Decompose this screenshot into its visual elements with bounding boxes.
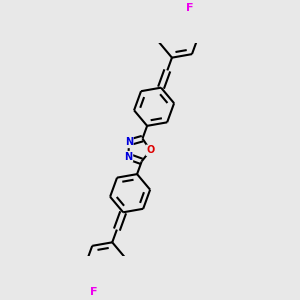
Text: N: N [125, 137, 133, 148]
Text: F: F [90, 287, 98, 297]
Text: N: N [124, 152, 133, 162]
Text: F: F [186, 3, 194, 13]
Text: O: O [146, 145, 154, 155]
